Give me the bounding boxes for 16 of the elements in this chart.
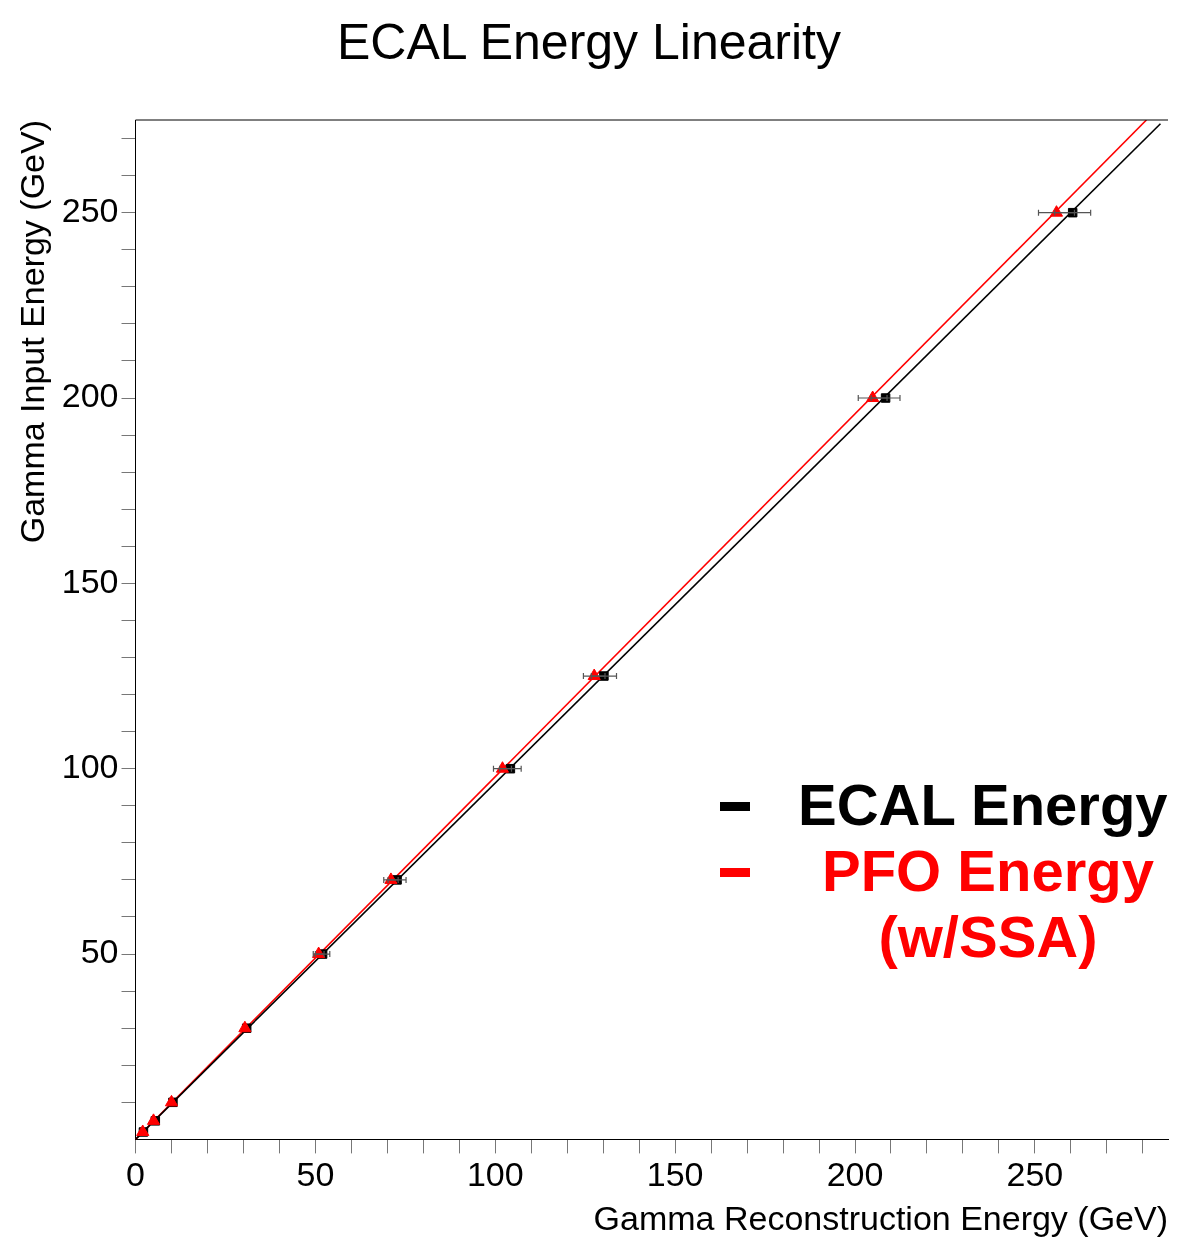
y-tick-label: 50 (80, 932, 119, 971)
y-tick-label: 250 (61, 191, 119, 230)
y-tick-label: 150 (61, 561, 119, 600)
y-tick-label: 100 (61, 747, 119, 786)
chart-title: ECAL Energy Linearity (337, 13, 841, 70)
x-axis-title: Gamma Reconstruction Energy (GeV) (593, 1198, 1168, 1237)
x-tick-label: 0 (126, 1155, 145, 1194)
x-tick-label: 50 (296, 1155, 335, 1194)
y-axis-title: Gamma Input Energy (GeV) (12, 120, 51, 544)
y-tick-label: 200 (61, 376, 119, 415)
x-tick-label: 150 (646, 1155, 704, 1194)
legend-label: ECAL Energy (798, 772, 1168, 838)
x-tick-label: 100 (466, 1155, 524, 1194)
legend-label: PFO Energy (w/SSA) (821, 838, 1155, 970)
x-tick-label: 200 (826, 1155, 884, 1194)
x-tick-label: 250 (1006, 1155, 1064, 1194)
